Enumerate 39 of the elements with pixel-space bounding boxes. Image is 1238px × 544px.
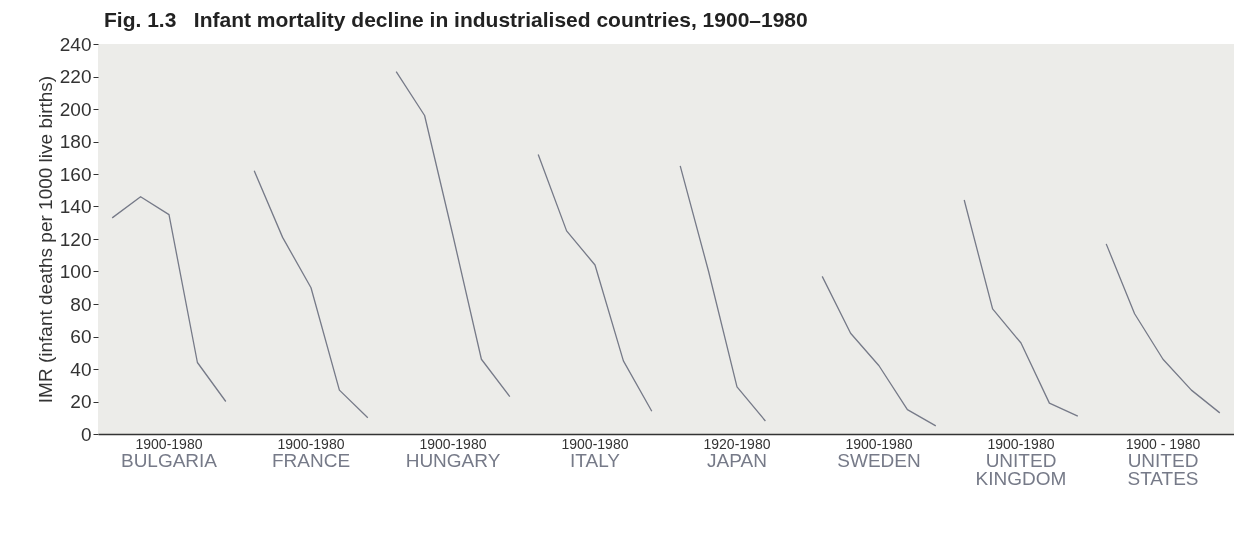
y-tick-label: 80 (70, 293, 92, 315)
line-series (111, 196, 227, 403)
y-tick-label: 20 (70, 391, 92, 412)
y-tick-label: 180 (59, 131, 92, 152)
text: 1900-1980 (986, 436, 1056, 452)
text: BULGARIA (119, 450, 219, 471)
text: ITALY (569, 450, 621, 471)
text: UNITED STATES (1126, 450, 1200, 489)
text: 1900 - 1980 (1124, 436, 1202, 452)
text: HUNGARY (404, 450, 502, 471)
y-tick-label: 0 (80, 423, 92, 445)
line-series (679, 165, 767, 422)
y-tick-label: 40 (70, 358, 92, 380)
text: 1920-1980 (702, 436, 772, 452)
line-series (253, 170, 369, 419)
chart-title: Fig. 1.3 Infant mortality decline in industrialised countries, 1900–1980 (103, 7, 809, 33)
y-tick-label: 240 (59, 33, 92, 55)
series-label: FRANCE (270, 450, 352, 471)
y-tick-label: 60 (70, 326, 92, 347)
y-tick-label: 220 (59, 66, 92, 87)
y-tick-label: 120 (59, 228, 92, 250)
series-label: UNITED KINGDOM (974, 450, 1068, 489)
y-tick-label: 140 (59, 196, 92, 217)
y-tick-label: 100 (59, 261, 92, 282)
line-series (537, 153, 653, 412)
line-series (821, 275, 937, 427)
text: 1900-1980 (134, 436, 204, 452)
text: 1900-1980 (844, 436, 914, 452)
y-axis-title: IMR (infant deaths per 1000 live births) (34, 75, 56, 404)
y-tick-label: 160 (59, 163, 92, 185)
series-label: SWEDEN (836, 450, 922, 471)
text: 1900-1980 (560, 436, 630, 452)
line-series (963, 199, 1079, 417)
y-tick-label: 200 (59, 98, 92, 120)
series-label: JAPAN (706, 450, 768, 471)
line-series (1105, 243, 1221, 414)
line-series (395, 70, 511, 398)
text: 1900-1980 (418, 436, 488, 452)
text: 1900-1980 (276, 436, 346, 452)
